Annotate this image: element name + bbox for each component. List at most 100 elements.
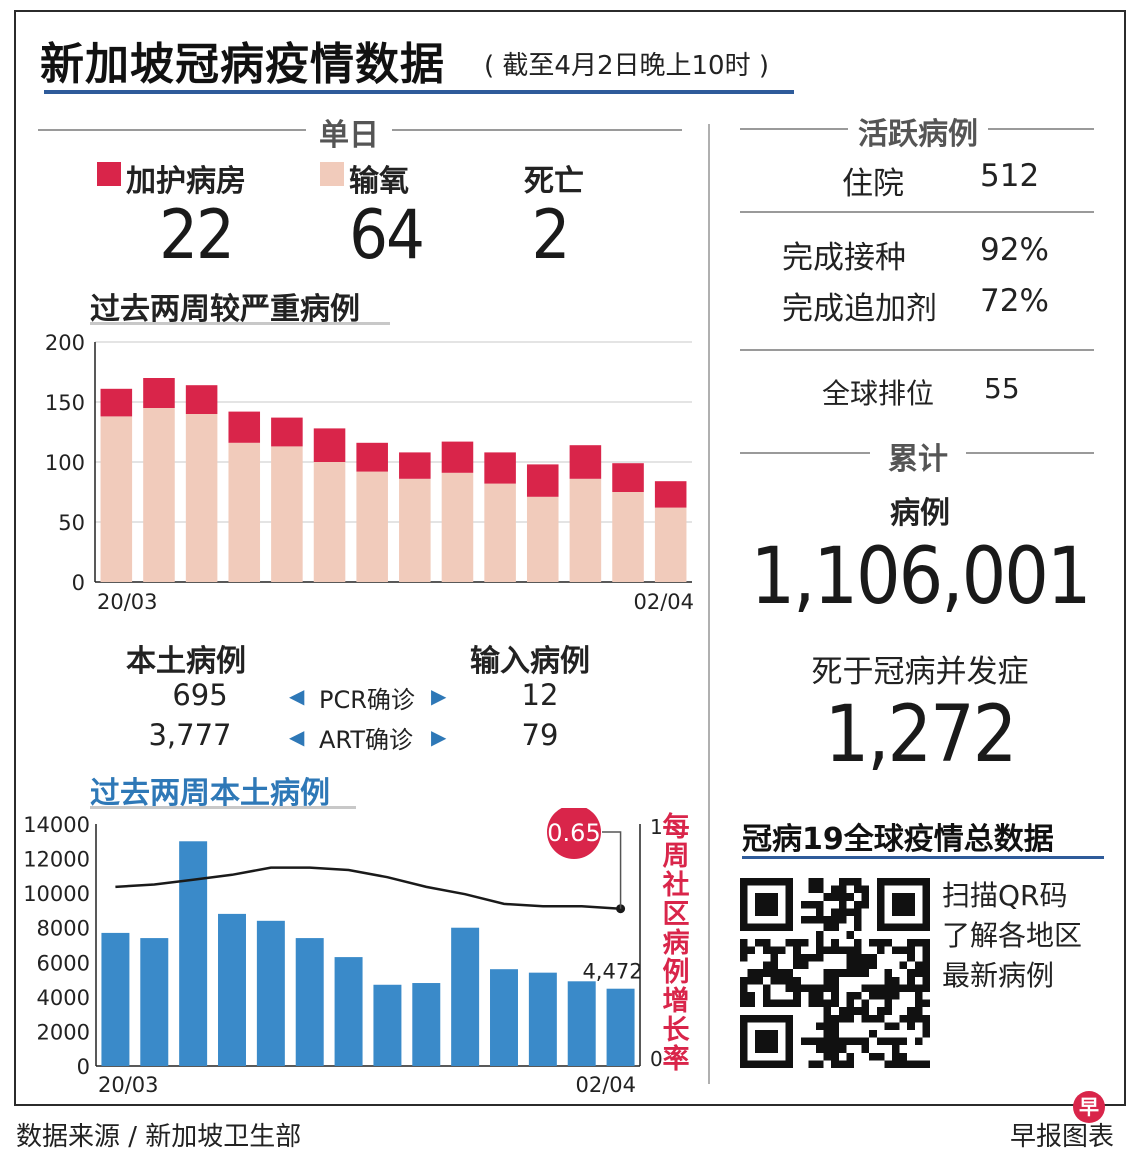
local-chart-title-underline	[90, 806, 356, 809]
local-cases-bar	[567, 981, 596, 1066]
global-title-underline	[742, 856, 1104, 859]
vaccination-separator	[740, 349, 1094, 351]
cumulative-rule-left	[740, 452, 870, 454]
active-heading: 活跃病例	[858, 117, 978, 152]
oxygen-bar-segment	[185, 414, 218, 582]
secondary-axis-title-char: 病	[663, 928, 690, 959]
oxygen-bar-segment	[612, 492, 644, 582]
icu-bar-segment	[356, 442, 388, 472]
oxygen-bar-segment	[356, 471, 388, 582]
y-tick-label: 0	[77, 1055, 90, 1079]
growth-rate-line	[115, 866, 621, 910]
y-tick-label: 12000	[23, 848, 90, 872]
cumulative-cases-label: 病例	[890, 496, 950, 531]
local-cases-bar	[606, 988, 635, 1066]
last-bar-data-label: 4,472	[582, 960, 642, 984]
cumulative-deaths-label: 死于冠病并发症	[811, 654, 1029, 690]
secondary-axis-title-char: 每	[663, 811, 690, 843]
oxygen-bar-segment	[143, 408, 175, 582]
icu-bar-segment	[313, 428, 346, 462]
icu-bar-segment	[143, 378, 175, 408]
data-source: 数据来源 / 新加坡卫生部	[16, 1122, 302, 1152]
secondary-axis-title-char: 率	[663, 1043, 690, 1075]
oxygen-bar-segment	[228, 442, 261, 582]
death-label: 死亡	[524, 164, 584, 199]
local-cases-bar	[334, 957, 363, 1066]
oxygen-value: 64	[349, 196, 425, 275]
y-tick-label: 8000	[37, 917, 90, 941]
y-tick-label: 2000	[37, 1020, 90, 1044]
icu-bar-segment	[612, 463, 644, 492]
icu-bar-segment	[441, 441, 474, 473]
secondary-axis-title-char: 增	[663, 985, 690, 1017]
icu-value: 22	[159, 196, 235, 275]
y-tick-label: 6000	[37, 951, 90, 975]
local-art-value: 3,777	[148, 718, 232, 752]
icu-bar-segment	[185, 385, 218, 414]
growth-rate-highlight-label: 0.65	[547, 819, 600, 847]
x-tick-label: 02/04	[633, 590, 694, 614]
oxygen-bar-segment	[399, 478, 431, 582]
column-divider	[708, 124, 710, 1084]
severe-chart-title: 过去两周较严重病例	[90, 292, 360, 327]
icu-bar-segment	[271, 417, 303, 447]
severe-cases-chart: 0 50 100 150 200 20/03 02/04	[45, 331, 694, 614]
oxygen-bar-segment	[569, 478, 602, 582]
icu-bar-segment	[526, 464, 559, 497]
x-tick-label: 20/03	[98, 1073, 159, 1097]
local-heading: 本土病例	[126, 644, 246, 679]
active-separator	[740, 211, 1094, 213]
secondary-y-tick-label: 0	[650, 1047, 663, 1071]
pcr-label: PCR确诊	[319, 686, 415, 714]
page-subtitle: ( 截至4月2日晚上10时 )	[484, 51, 769, 81]
daily-rule-left	[38, 129, 306, 131]
secondary-axis-title-char: 区	[663, 899, 690, 930]
local-pcr-value: 695	[172, 678, 228, 712]
chart-credit: 早报图表	[1010, 1122, 1115, 1152]
y-tick-label: 0	[72, 571, 85, 595]
active-rule-right	[988, 128, 1094, 130]
ranking-value: 55	[984, 372, 1020, 405]
infographic-frame	[14, 10, 1126, 1106]
growth-rate-point	[616, 904, 626, 914]
imported-heading: 输入病例	[470, 644, 590, 679]
local-cases-bar	[451, 927, 480, 1066]
hospital-label: 住院	[842, 166, 904, 202]
severe-chart-title-underline	[90, 322, 390, 325]
local-cases-bar	[256, 920, 285, 1066]
local-cases-bar	[490, 969, 518, 1066]
daily-rule-right	[392, 129, 682, 131]
oxygen-bar-segment	[526, 496, 559, 582]
local-cases-bar	[412, 983, 441, 1066]
global-data-title: 冠病19全球疫情总数据	[742, 822, 1054, 857]
icu-bar-segment	[399, 452, 431, 479]
secondary-axis-title-char: 例	[663, 957, 690, 988]
icu-bar-segment	[228, 411, 261, 443]
icu-bar-segment	[569, 445, 602, 479]
left-triangle-icon: ◀	[289, 684, 305, 708]
right-triangle-icon: ▶	[431, 684, 447, 708]
booster-value: 72%	[980, 283, 1049, 319]
x-tick-label: 02/04	[575, 1073, 636, 1097]
ranking-label: 全球排位	[822, 377, 935, 410]
imported-pcr-value: 12	[521, 678, 559, 712]
cumulative-heading: 累计	[888, 442, 948, 477]
secondary-axis-title-char: 长	[663, 1015, 691, 1046]
y-tick-label: 150	[45, 391, 85, 415]
oxygen-bar-segment	[654, 507, 687, 582]
qr-text-line-2: 了解各地区	[942, 919, 1083, 952]
oxygen-bar-segment	[100, 416, 133, 582]
local-cases-bar	[101, 932, 130, 1066]
oxygen-bar-segment	[271, 446, 303, 582]
title-underline	[44, 90, 794, 94]
oxygen-bar-segment	[484, 483, 516, 582]
qr-code-icon[interactable]	[740, 878, 930, 1068]
booster-label: 完成追加剂	[782, 291, 937, 327]
secondary-y-tick-label: 1	[650, 815, 663, 839]
x-tick-label: 20/03	[97, 590, 158, 614]
death-value: 2	[531, 196, 571, 275]
art-label: ART确诊	[319, 726, 414, 754]
icu-bar-segment	[100, 388, 133, 417]
secondary-axis-title-char: 周	[663, 841, 690, 872]
cumulative-cases-value: 1,106,001	[750, 532, 1091, 622]
